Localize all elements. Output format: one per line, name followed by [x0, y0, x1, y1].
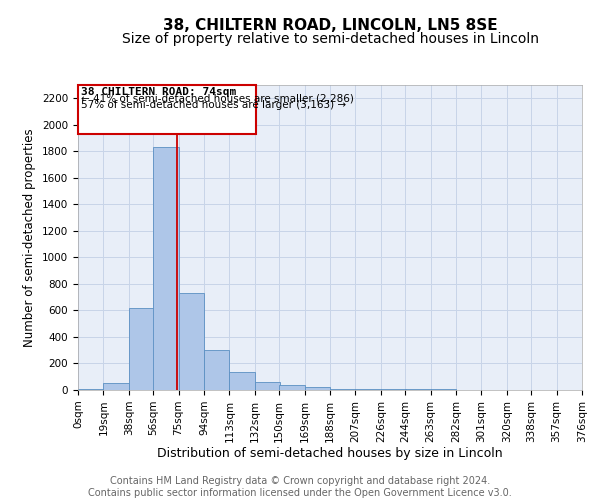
Bar [255, 382, 280, 390]
Bar [229, 372, 255, 390]
Bar [78, 85, 256, 134]
Bar [330, 388, 355, 390]
Text: Size of property relative to semi-detached houses in Lincoln: Size of property relative to semi-detach… [121, 32, 539, 46]
Bar [204, 350, 229, 390]
Y-axis label: Number of semi-detached properties: Number of semi-detached properties [23, 128, 37, 347]
Bar [129, 308, 154, 390]
Bar [305, 388, 330, 390]
Bar [153, 148, 179, 390]
Text: 57% of semi-detached houses are larger (3,163) →: 57% of semi-detached houses are larger (… [80, 100, 346, 110]
Text: 38, CHILTERN ROAD, LINCOLN, LN5 8SE: 38, CHILTERN ROAD, LINCOLN, LN5 8SE [163, 18, 497, 32]
Bar [279, 384, 305, 390]
Bar [103, 382, 129, 390]
X-axis label: Distribution of semi-detached houses by size in Lincoln: Distribution of semi-detached houses by … [157, 448, 503, 460]
Text: ← 41% of semi-detached houses are smaller (2,286): ← 41% of semi-detached houses are smalle… [80, 94, 353, 104]
Bar [78, 388, 103, 390]
Text: 38 CHILTERN ROAD: 74sqm: 38 CHILTERN ROAD: 74sqm [80, 87, 236, 97]
Text: Contains HM Land Registry data © Crown copyright and database right 2024.
Contai: Contains HM Land Registry data © Crown c… [88, 476, 512, 498]
Bar [179, 293, 204, 390]
